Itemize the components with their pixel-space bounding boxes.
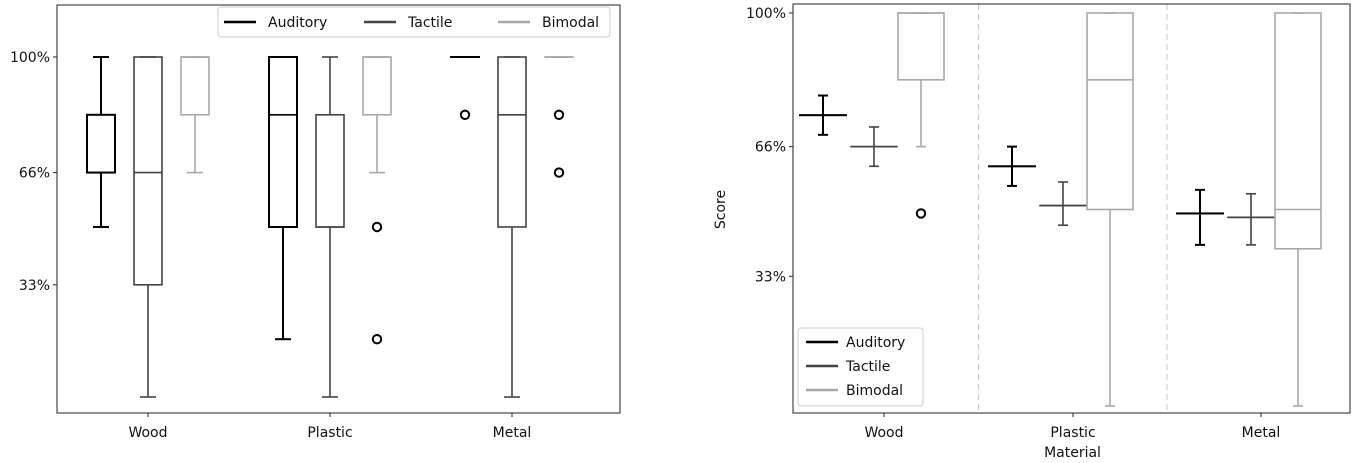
boxplot-tactile-plastic [315,56,345,398]
boxplot-tactile-plastic [1039,181,1087,227]
outlier-point [553,109,565,121]
boxplot-bimodal-metal [1274,12,1322,407]
box-iqr [133,56,163,286]
outlier-point [553,167,565,178]
x-tick-label: Wood [128,425,167,441]
boxplot-bimodal-plastic [362,56,392,345]
y-axis-label: Score [713,190,729,229]
boxplot-auditory-plastic [268,56,298,341]
x-tick-label: Metal [1242,425,1281,441]
box-iqr [362,56,392,116]
box-iqr [86,113,116,174]
y-tick-label: 33% [755,269,786,285]
x-tick-label: Metal [493,425,532,441]
boxplot-auditory-metal [450,56,480,121]
boxplot-tactile-metal [497,56,527,398]
y-tick-label: 66% [19,166,50,182]
boxplot-auditory-plastic [988,145,1036,187]
x-tick-label: Wood [864,425,903,441]
box-iqr [1086,12,1134,211]
legend-label-bimodal: Bimodal [542,15,599,31]
box-iqr [268,56,298,228]
box-iqr [897,12,945,81]
outlier-point [371,221,383,233]
box-iqr [315,114,345,228]
plot-frame [56,4,621,414]
legend: Auditory Tactile Bimodal [217,6,611,38]
chart-left: 33% 66% 100% Wood Plastic Metal Auditory Tactil… [10,4,621,441]
boxplot-bimodal-metal [544,56,574,178]
y-tick-label: 66% [755,140,786,156]
boxplot-bimodal-wood [897,12,945,219]
boxplot-bimodal-plastic [1086,12,1134,407]
x-tick-label: Plastic [307,425,352,441]
box-iqr [497,56,527,228]
x-axis-label: Material [1044,445,1101,461]
legend: Auditory Tactile Bimodal [797,327,924,407]
legend-label-bimodal: Bimodal [846,383,903,399]
boxplot-auditory-wood [86,56,116,228]
chart-right: 33% 66% 100% Wood Plastic Metal Material Score A… [713,3,1351,461]
boxplot-tactile-metal [1227,192,1275,246]
legend-box [217,6,611,38]
outlier-point [915,208,927,219]
legend-label-tactile: Tactile [407,15,452,31]
legend-box [797,327,924,407]
legend-label-tactile: Tactile [845,359,890,375]
boxplot-auditory-wood [799,94,847,136]
boxplot-auditory-metal [1176,188,1224,246]
y-tick-label: 100% [746,6,786,22]
box-iqr [1274,12,1322,250]
legend-label-auditory: Auditory [268,15,327,31]
boxplot-tactile-wood [133,56,163,398]
y-tick-label: 33% [19,278,50,294]
x-tick-label: Plastic [1050,425,1095,441]
plot-frame [792,3,1351,414]
boxplot-tactile-wood [850,126,898,168]
box-iqr [180,56,210,116]
outlier-point [371,334,383,345]
boxplot-bimodal-wood [180,56,210,174]
outlier-point [459,109,471,121]
legend-label-auditory: Auditory [846,335,905,351]
y-tick-label: 100% [10,50,50,66]
